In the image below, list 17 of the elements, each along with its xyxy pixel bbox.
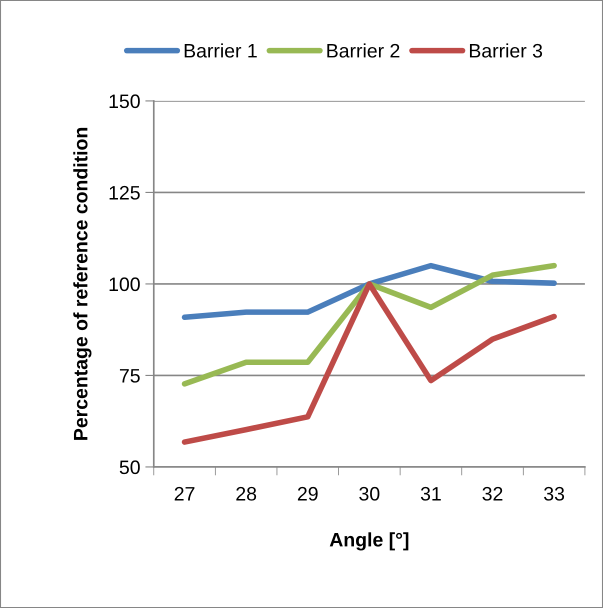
y-tick-label: 150 (110, 94, 140, 108)
y-axis-title: Percentage of reference condition (73, 128, 92, 440)
x-tick-label: 27 (174, 486, 194, 500)
legend-label: Barrier 2 (327, 43, 400, 58)
x-tick-label: 30 (359, 486, 380, 501)
legend-label: Barrier 1 (184, 43, 257, 58)
x-tick-label: 33 (544, 486, 564, 501)
y-tick-label: 75 (120, 369, 140, 383)
x-tick-label: 29 (298, 486, 318, 501)
x-tick-label: 32 (482, 486, 502, 501)
x-axis-title: Angle [°] (330, 532, 408, 551)
x-tick-label: 31 (420, 486, 441, 501)
x-tick-label: 28 (236, 486, 256, 501)
y-tick-label: 125 (110, 186, 140, 200)
y-tick-label: 100 (110, 277, 140, 292)
y-tick-label: 50 (120, 460, 140, 474)
legend-label: Barrier 3 (470, 43, 542, 58)
